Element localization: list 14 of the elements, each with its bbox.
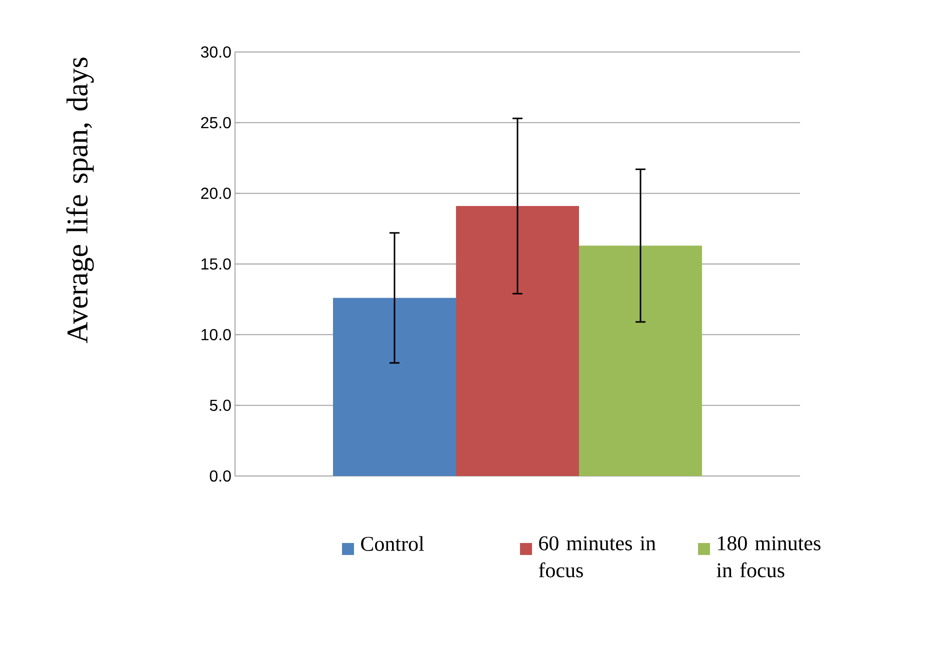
bar — [456, 206, 580, 476]
y-tick-label: 25.0 — [201, 116, 231, 128]
bar — [579, 246, 702, 476]
legend-label: Control — [361, 536, 424, 551]
y-tick-label: 10.0 — [202, 328, 231, 340]
bar — [333, 298, 456, 476]
y-axis-title: Average life span, days — [66, 58, 94, 344]
legend-label: 60 minutes in focus — [538, 536, 656, 578]
legend-label: 180 minutes in focus — [716, 536, 820, 578]
y-tick-label: 15.0 — [202, 258, 231, 270]
y-tick-label: 20.0 — [201, 188, 231, 199]
y-tick-label: 0.0 — [210, 470, 231, 482]
y-tick-label: 30.0 — [200, 46, 231, 58]
y-tick-label: 5.0 — [210, 400, 231, 411]
